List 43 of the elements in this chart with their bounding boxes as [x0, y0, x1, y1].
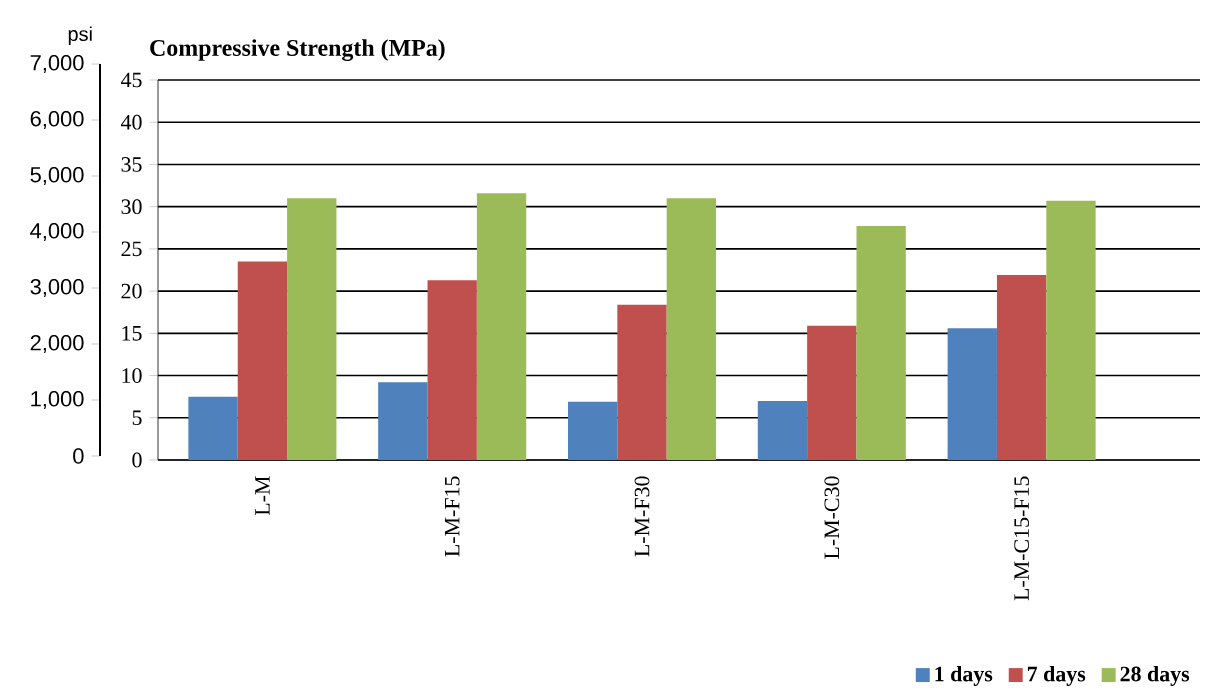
y2-tick-label: 6,000 — [30, 110, 84, 130]
bar — [237, 261, 288, 460]
y2-tick-label: 0 — [73, 448, 84, 464]
y2-tick-label: 7,000 — [30, 54, 84, 74]
x-tick-label: L-M — [255, 476, 270, 516]
y2-axis-title: psi — [68, 26, 92, 45]
bar — [666, 198, 717, 460]
bar — [757, 400, 808, 460]
bar — [427, 280, 477, 460]
y-tick-label: 5 — [132, 410, 142, 426]
y-tick-label: 30 — [121, 199, 142, 215]
x-tick-label: L-M-C15-F15 — [1014, 476, 1029, 601]
y-tick-label: 45 — [120, 72, 142, 88]
x-tick-label: L-M-F15 — [444, 476, 460, 557]
bar — [1046, 200, 1096, 460]
y-tick-label: 20 — [121, 283, 142, 299]
y-tick-label: 10 — [122, 368, 142, 383]
x-tick-label: L-M-F30 — [634, 476, 650, 557]
y2-tick-label: 4,000 — [30, 222, 84, 242]
chart-title: Compressive Strength (MPa) — [150, 39, 445, 62]
bar — [378, 382, 428, 460]
bar — [617, 304, 667, 460]
bar — [807, 325, 857, 460]
y-tick-label: 40 — [120, 114, 142, 130]
bar — [856, 226, 906, 460]
legend-label: 28 days — [1120, 665, 1190, 686]
bar — [188, 396, 238, 460]
bar — [947, 328, 997, 460]
y-tick-label: 0 — [132, 452, 142, 468]
x-tick-label: L-M-C30 — [824, 476, 840, 559]
y2-tick-label: 1,000 — [31, 390, 84, 410]
legend-label: 1 days — [935, 665, 993, 686]
bar — [476, 193, 527, 460]
y-tick-label: 15 — [122, 325, 142, 341]
y-tick-label: 25 — [121, 241, 142, 257]
y-tick-label: 35 — [121, 157, 142, 172]
legend-label: 7 days — [1027, 665, 1086, 686]
bar — [287, 198, 337, 460]
y2-tick-label: 3,000 — [30, 278, 84, 298]
y2-tick-label: 5,000 — [30, 166, 84, 186]
y2-tick-label: 2,000 — [30, 334, 84, 354]
bar — [567, 401, 618, 460]
bar — [996, 275, 1047, 460]
